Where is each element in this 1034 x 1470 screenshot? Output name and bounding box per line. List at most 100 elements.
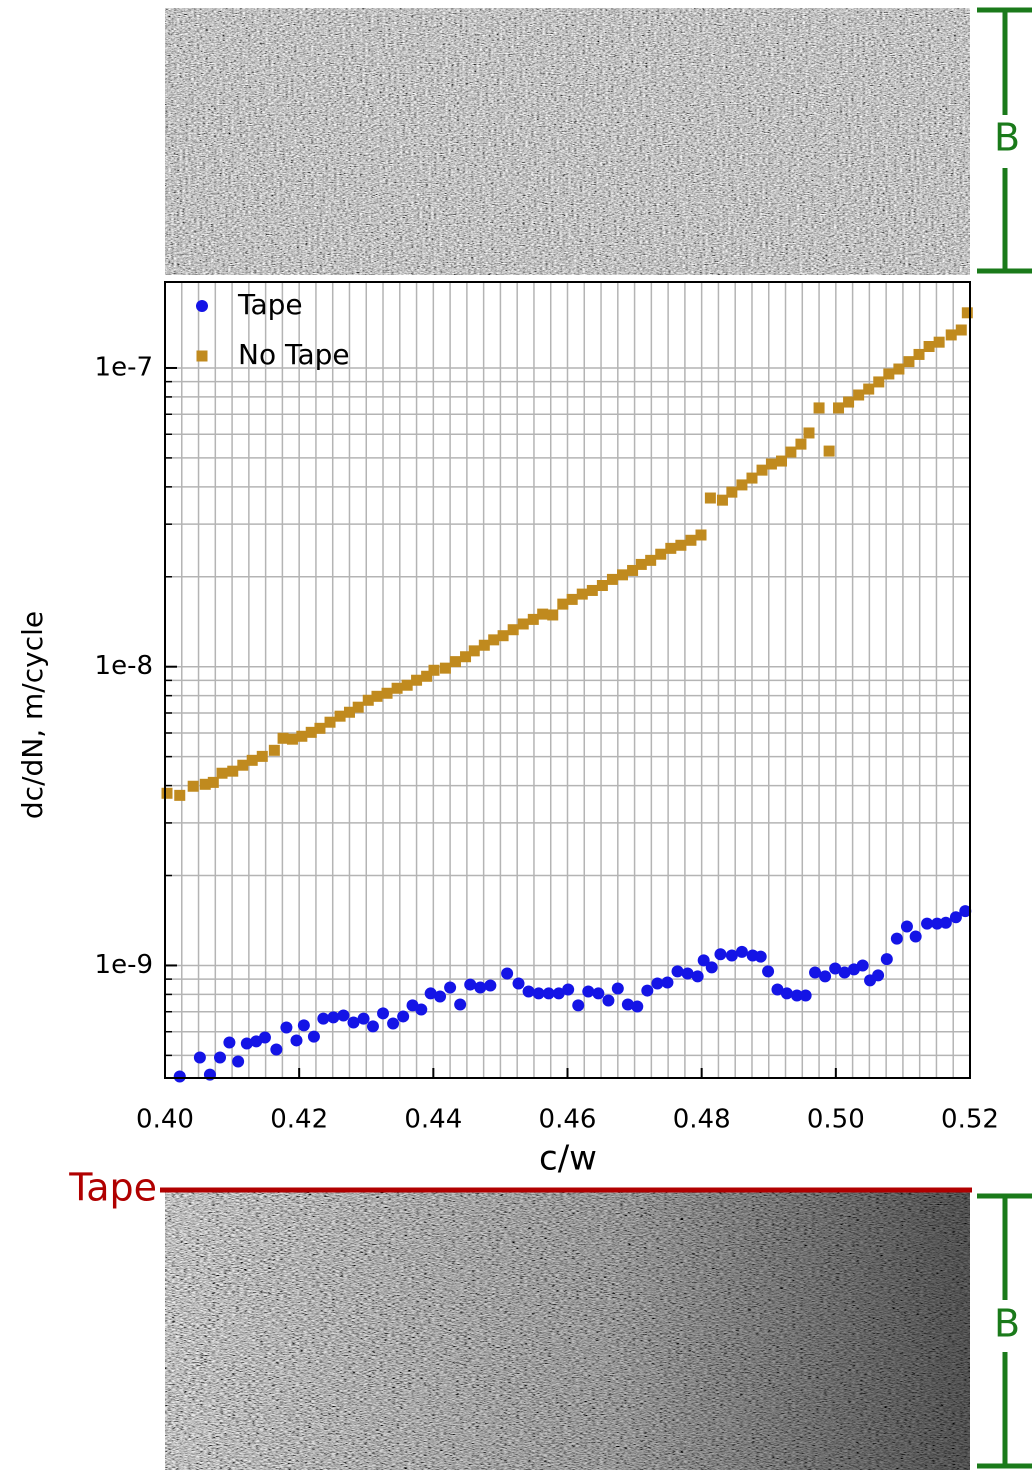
data-point: [853, 389, 865, 401]
data-point: [193, 1051, 206, 1064]
data-point: [424, 987, 437, 1000]
data-point: [872, 969, 885, 982]
data-point: [736, 479, 748, 491]
data-point: [223, 1036, 236, 1049]
data-point: [411, 674, 423, 686]
data-point: [890, 932, 903, 945]
data-point: [566, 593, 578, 605]
data-point: [324, 716, 336, 728]
bracket-label: B: [994, 116, 1020, 160]
data-point: [401, 679, 413, 691]
data-point: [661, 976, 674, 989]
data-point: [444, 981, 457, 994]
data-point: [237, 759, 249, 771]
data-point: [484, 979, 497, 992]
data-point: [903, 356, 915, 368]
data-point: [270, 1043, 283, 1056]
data-point: [297, 1019, 310, 1032]
x-axis-label: c/w: [539, 1139, 597, 1179]
data-point: [651, 977, 664, 990]
data-point: [949, 911, 962, 924]
data-point: [596, 580, 608, 592]
data-point: [780, 987, 793, 1000]
data-point: [562, 983, 575, 996]
data-point: [187, 780, 199, 792]
data-point: [833, 402, 845, 414]
data-point: [933, 336, 945, 348]
data-point: [227, 765, 239, 777]
data-point: [507, 624, 519, 636]
plot: Tape No Tape: [161, 282, 973, 1083]
data-point: [959, 905, 972, 918]
data-point: [809, 966, 822, 979]
data-point: [460, 651, 472, 663]
data-point: [334, 710, 346, 722]
data-point: [617, 569, 629, 581]
data-point: [552, 987, 565, 1000]
data-point: [602, 994, 615, 1007]
bottom-micrograph: [165, 1192, 970, 1470]
top-micrograph: [165, 8, 970, 275]
data-point: [474, 981, 487, 994]
data-point: [397, 1010, 410, 1023]
data-point: [317, 1012, 330, 1025]
data-point: [161, 787, 173, 799]
data-point: [362, 694, 374, 706]
data-point: [232, 1055, 245, 1068]
data-point: [691, 970, 704, 983]
data-point: [704, 492, 716, 504]
data-point: [705, 961, 718, 974]
data-point: [799, 989, 812, 1002]
data-point: [214, 1051, 227, 1064]
data-point: [931, 917, 944, 930]
data-point: [305, 726, 317, 738]
data-point: [347, 1016, 360, 1029]
data-point: [921, 917, 934, 930]
data-point: [439, 662, 451, 674]
data-point: [352, 701, 364, 713]
data-point: [735, 945, 748, 958]
data-point: [296, 730, 308, 742]
data-point: [576, 588, 588, 600]
data-point: [286, 733, 298, 745]
data-point: [746, 472, 758, 484]
data-point: [725, 949, 738, 962]
data-point: [592, 987, 605, 1000]
data-point: [961, 307, 973, 319]
data-point: [277, 732, 289, 744]
data-point: [468, 645, 480, 657]
y-axis-label: dc/dN, m/cycle: [16, 611, 49, 819]
data-point: [611, 982, 624, 995]
data-point: [343, 706, 355, 718]
data-point: [716, 494, 728, 506]
x-tick-label: 0.44: [404, 1105, 462, 1135]
data-point: [517, 618, 529, 630]
data-point: [464, 978, 477, 991]
data-point: [819, 970, 832, 983]
data-point: [497, 630, 509, 642]
data-point: [542, 987, 555, 1000]
y-tick-label: 1e-9: [95, 950, 153, 980]
data-point: [449, 656, 461, 668]
data-point: [697, 954, 710, 967]
data-point: [645, 554, 657, 566]
data-point: [246, 754, 258, 766]
x-tick-label: 0.52: [941, 1105, 999, 1135]
data-point: [631, 1000, 644, 1013]
data-point: [547, 609, 559, 621]
data-point: [357, 1012, 370, 1025]
data-point: [415, 1003, 428, 1016]
data-point: [765, 458, 777, 470]
data-point: [762, 965, 775, 978]
data-point: [532, 987, 545, 1000]
data-point: [621, 998, 634, 1011]
data-point: [790, 989, 803, 1002]
data-point: [216, 767, 228, 779]
data-point: [174, 789, 186, 801]
data-point: [863, 383, 875, 395]
data-point: [641, 984, 654, 997]
bottom-bracket: [977, 1193, 1032, 1469]
data-point: [685, 534, 697, 546]
bracket-label: B: [994, 1302, 1020, 1346]
